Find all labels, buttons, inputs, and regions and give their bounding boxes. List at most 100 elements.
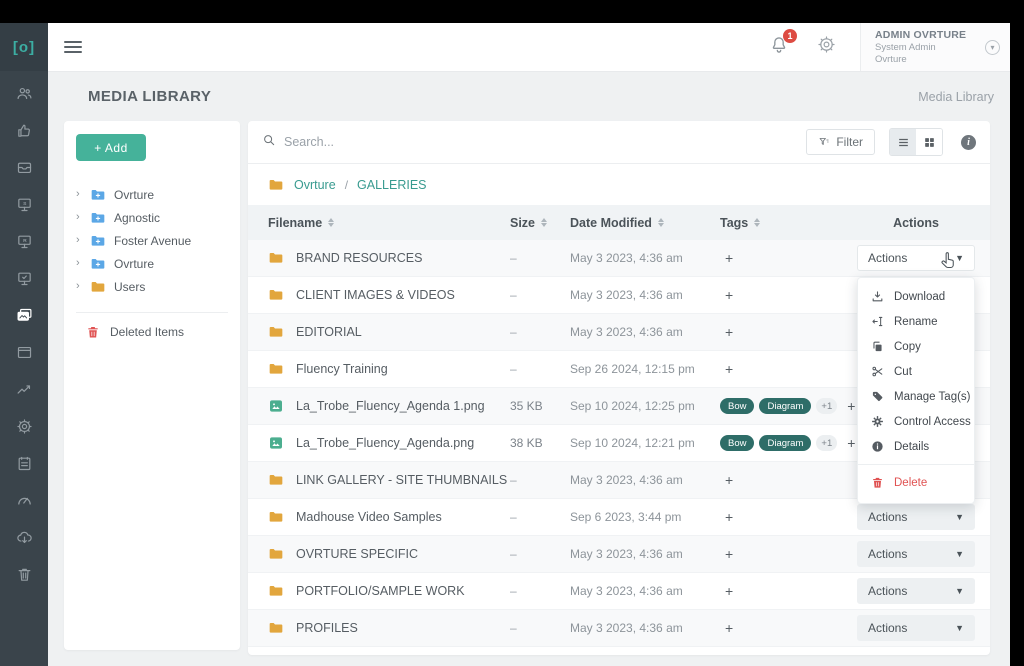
- add-tag-button[interactable]: +: [725, 287, 734, 303]
- users-icon[interactable]: [16, 85, 33, 102]
- chevron-right-icon[interactable]: ›: [76, 280, 80, 292]
- table-row[interactable]: Madhouse Video Samples – Sep 6 2023, 3:4…: [248, 499, 990, 536]
- breadcrumb-root[interactable]: Ovrture: [294, 177, 336, 192]
- screen-check-icon[interactable]: [16, 270, 33, 287]
- add-tag-button[interactable]: +: [725, 620, 734, 636]
- grid-view-button[interactable]: [916, 129, 942, 155]
- screen-s-icon[interactable]: S: [16, 196, 33, 213]
- file-name: CLIENT IMAGES & VIDEOS: [296, 288, 455, 302]
- filter-button[interactable]: Filter: [806, 129, 875, 155]
- app-window: [o] S R 1: [0, 23, 1010, 666]
- notifications-button[interactable]: 1: [769, 28, 797, 60]
- add-tag-button[interactable]: +: [847, 435, 856, 451]
- file-name: La_Trobe_Fluency_Agenda 1.png: [296, 399, 485, 413]
- chevron-right-icon[interactable]: ›: [76, 234, 80, 246]
- folder-icon: [269, 179, 283, 190]
- tag-more-pill[interactable]: +1: [816, 398, 838, 414]
- breadcrumb-current[interactable]: GALLERIES: [357, 177, 427, 192]
- file-date: Sep 6 2023, 3:44 pm: [570, 510, 682, 524]
- media-gallery-icon[interactable]: [16, 307, 33, 324]
- archive-icon[interactable]: [16, 159, 33, 176]
- actions-button[interactable]: Actions ▼: [857, 541, 975, 567]
- folder-tree-label: Ovrture: [114, 187, 155, 202]
- add-tag-button[interactable]: +: [725, 361, 734, 377]
- chevron-right-icon[interactable]: ›: [76, 211, 80, 223]
- actions-button[interactable]: Actions ▼: [857, 504, 975, 530]
- tag-pill[interactable]: Diagram: [759, 435, 812, 451]
- add-button[interactable]: + Add: [76, 134, 146, 161]
- table-header: Filename Size Date Modified Tags Actions: [248, 205, 990, 240]
- folder-tree-item[interactable]: › Users: [76, 275, 228, 298]
- gauge-icon[interactable]: [16, 492, 33, 509]
- actions-button-label: Actions: [868, 547, 908, 561]
- info-icon[interactable]: i: [961, 134, 976, 150]
- file-date: Sep 10 2024, 12:21 pm: [570, 436, 695, 450]
- menu-toggle-icon[interactable]: [64, 41, 82, 53]
- actions-button[interactable]: Actions ▼: [857, 615, 975, 641]
- actions-button[interactable]: Actions ▼: [857, 245, 975, 271]
- table-row[interactable]: BRAND RESOURCES – May 3 2023, 4:36 am + …: [248, 240, 990, 277]
- table-row[interactable]: PORTFOLIO/SAMPLE WORK – May 3 2023, 4:36…: [248, 573, 990, 610]
- tag-pill[interactable]: Bow: [720, 435, 755, 451]
- menu-item-rename[interactable]: Rename: [858, 309, 974, 334]
- menu-item-details[interactable]: Details: [858, 434, 974, 459]
- chevron-right-icon[interactable]: ›: [76, 257, 80, 269]
- cloud-download-icon[interactable]: [16, 529, 33, 546]
- user-menu[interactable]: ADMIN OVRTURE System Admin Ovrture ▾: [860, 23, 1010, 71]
- breadcrumb-separator: /: [344, 177, 349, 192]
- menu-item-cut[interactable]: Cut: [858, 359, 974, 384]
- table-row[interactable]: PROFILES – May 3 2023, 4:36 am + Actions…: [248, 610, 990, 647]
- table-row[interactable]: OVRTURE SPECIFIC – May 3 2023, 4:36 am +…: [248, 536, 990, 573]
- icon-rail: [o] S R: [0, 23, 48, 666]
- menu-item-manage-tag-s-[interactable]: Manage Tag(s): [858, 384, 974, 409]
- actions-button[interactable]: Actions ▼: [857, 578, 975, 604]
- folder-icon: [269, 290, 283, 300]
- column-header-date[interactable]: Date Modified: [570, 216, 720, 230]
- deleted-items-link[interactable]: Deleted Items: [76, 325, 228, 339]
- settings-button[interactable]: [817, 35, 836, 59]
- folder-tree-item[interactable]: › Ovrture: [76, 183, 228, 206]
- file-date: May 3 2023, 4:36 am: [570, 584, 683, 598]
- file-date: May 3 2023, 4:36 am: [570, 621, 683, 635]
- list-view-button[interactable]: [890, 129, 916, 155]
- topbar: 1 ADMIN OVRTURE System Admin Ovrture ▾: [48, 23, 1010, 72]
- thumbs-up-icon[interactable]: [16, 122, 33, 139]
- window-icon[interactable]: [16, 344, 33, 361]
- table-body: BRAND RESOURCES – May 3 2023, 4:36 am + …: [248, 240, 990, 647]
- sort-icon: [328, 218, 335, 227]
- folder-tree-item[interactable]: › Ovrture: [76, 252, 228, 275]
- add-tag-button[interactable]: +: [725, 250, 734, 266]
- add-tag-button[interactable]: +: [847, 398, 856, 414]
- column-header-tags[interactable]: Tags: [720, 216, 857, 230]
- add-tag-button[interactable]: +: [725, 324, 734, 340]
- settings-icon[interactable]: [16, 418, 33, 435]
- sort-icon: [754, 218, 761, 227]
- add-tag-button[interactable]: +: [725, 472, 734, 488]
- app-logo[interactable]: [o]: [0, 23, 48, 71]
- add-tag-button[interactable]: +: [725, 583, 734, 599]
- menu-item-download[interactable]: Download: [858, 284, 974, 309]
- menu-item-copy[interactable]: Copy: [858, 334, 974, 359]
- chevron-down-icon[interactable]: ▾: [985, 39, 1000, 55]
- analytics-icon[interactable]: [16, 381, 33, 398]
- menu-item-delete[interactable]: Delete: [858, 470, 974, 495]
- tags-cell: +: [720, 546, 857, 562]
- folder-tree-item[interactable]: › Agnostic: [76, 206, 228, 229]
- view-toggle: [889, 128, 943, 156]
- chevron-right-icon[interactable]: ›: [76, 188, 80, 200]
- screen-r-icon[interactable]: R: [16, 233, 33, 250]
- folder-tree-label: Foster Avenue: [114, 233, 192, 248]
- menu-item-control-access[interactable]: Control Access: [858, 409, 974, 434]
- add-tag-button[interactable]: +: [725, 509, 734, 525]
- tasks-icon[interactable]: [16, 455, 33, 472]
- add-tag-button[interactable]: +: [725, 546, 734, 562]
- tag-pill[interactable]: Diagram: [759, 398, 812, 414]
- folder-tree-item[interactable]: › Foster Avenue: [76, 229, 228, 252]
- search-input[interactable]: [284, 135, 807, 149]
- column-header-filename[interactable]: Filename: [268, 216, 510, 230]
- column-header-size[interactable]: Size: [510, 216, 570, 230]
- tag-more-pill[interactable]: +1: [816, 435, 838, 451]
- tag-pill[interactable]: Bow: [720, 398, 755, 414]
- trash-icon[interactable]: [16, 566, 33, 583]
- info-icon: [871, 440, 884, 453]
